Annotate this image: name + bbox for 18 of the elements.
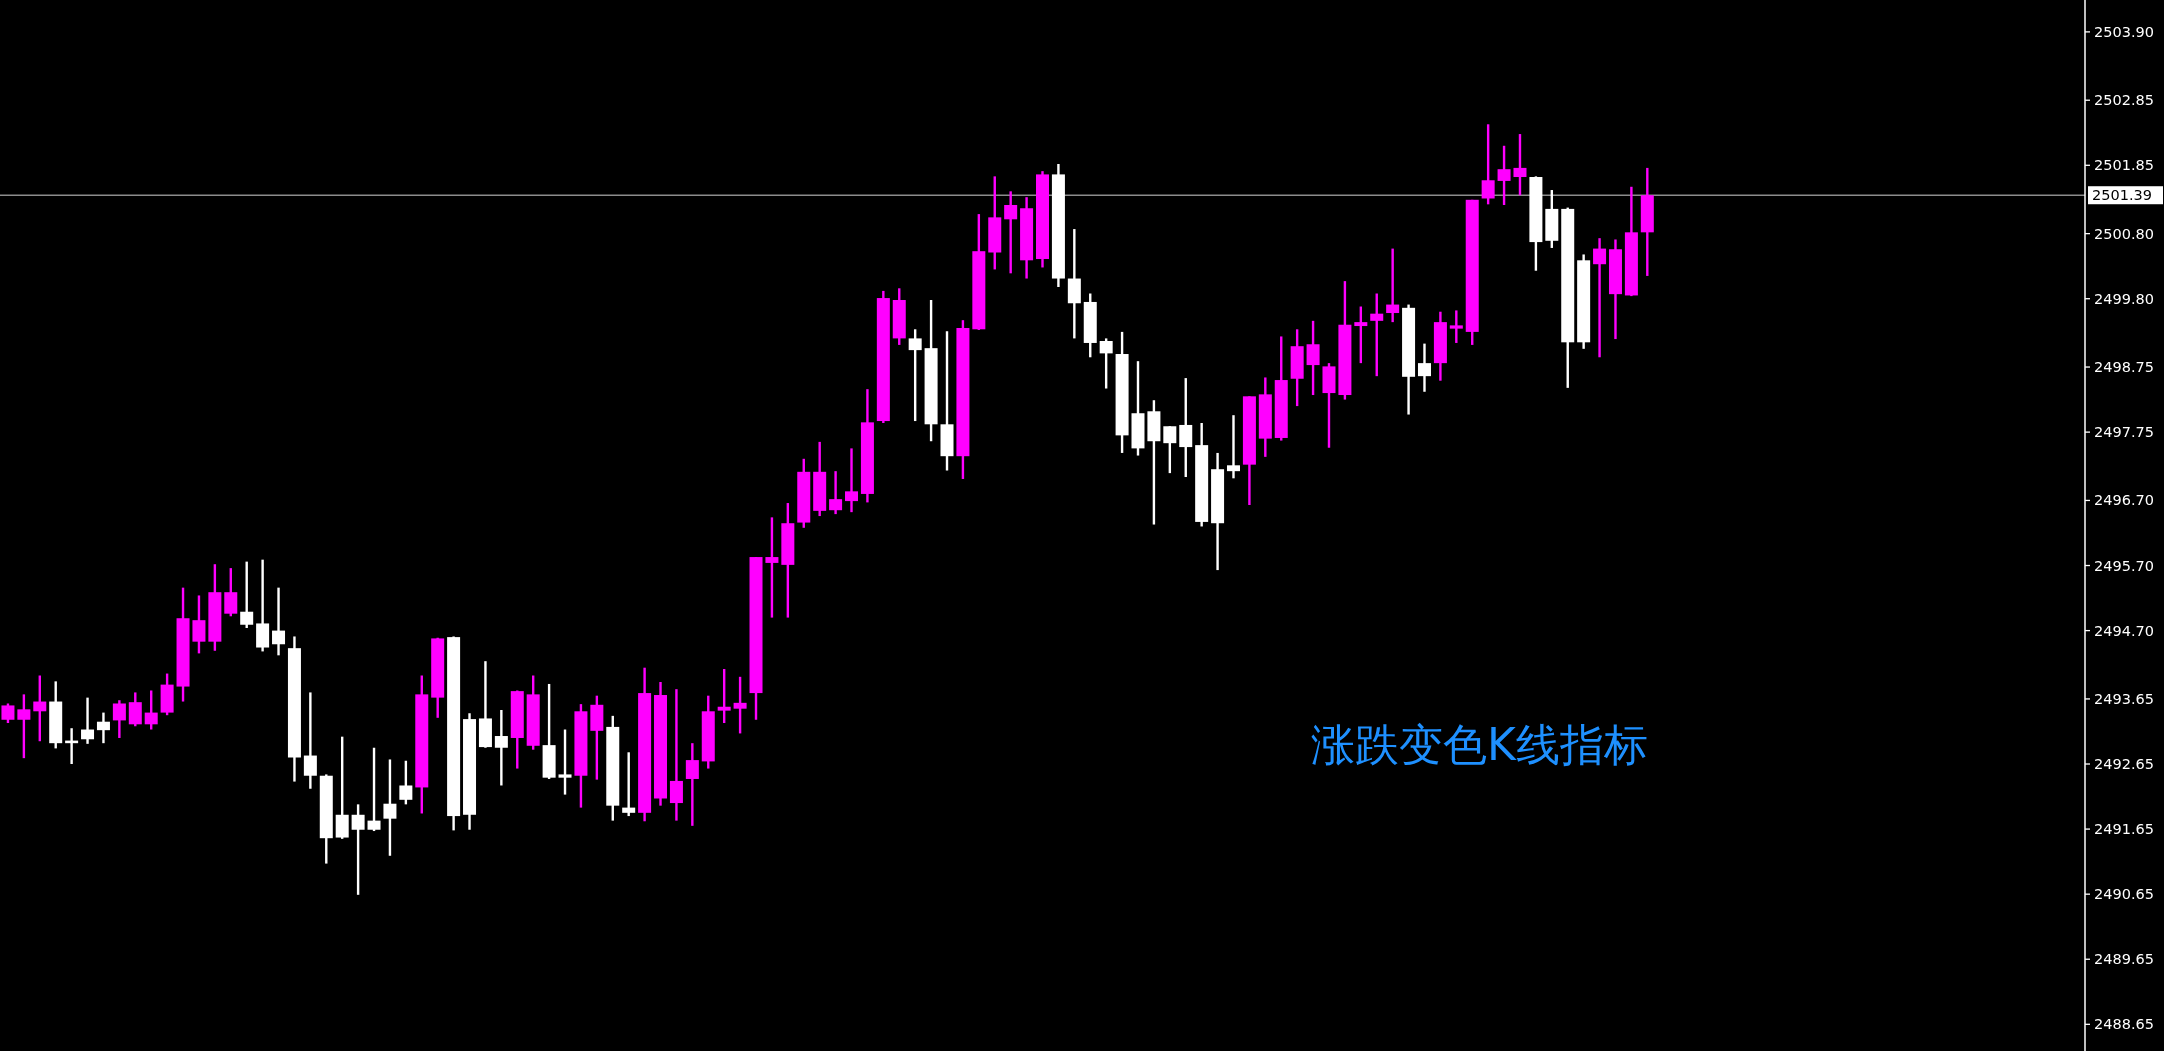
y-tick-label: 2495.70 xyxy=(2094,557,2154,574)
y-tick-label: 2500.80 xyxy=(2094,225,2154,242)
y-tick-label: 2493.65 xyxy=(2094,690,2154,707)
y-tick-label: 2489.65 xyxy=(2094,951,2154,968)
y-tick-label: 2499.80 xyxy=(2094,290,2154,307)
y-tick-label: 2498.75 xyxy=(2094,359,2154,376)
y-tick-label: 2490.65 xyxy=(2094,886,2154,903)
y-tick-label: 2497.75 xyxy=(2094,424,2154,441)
annotation: 涨跌变色K线指标 xyxy=(1311,719,1648,770)
y-tick-label: 2488.65 xyxy=(2094,1016,2154,1033)
y-tick-label: 2491.65 xyxy=(2094,821,2154,838)
y-tick-label: 2496.70 xyxy=(2094,492,2154,509)
y-tick-label: 2492.65 xyxy=(2094,756,2154,773)
y-tick-label: 2501.85 xyxy=(2094,157,2154,174)
y-tick-label: 2502.85 xyxy=(2094,92,2154,109)
ref-line-label: 2501.39 xyxy=(2092,187,2152,204)
y-tick-label: 2494.70 xyxy=(2094,622,2154,639)
y-tick-label: 2503.90 xyxy=(2094,23,2154,40)
